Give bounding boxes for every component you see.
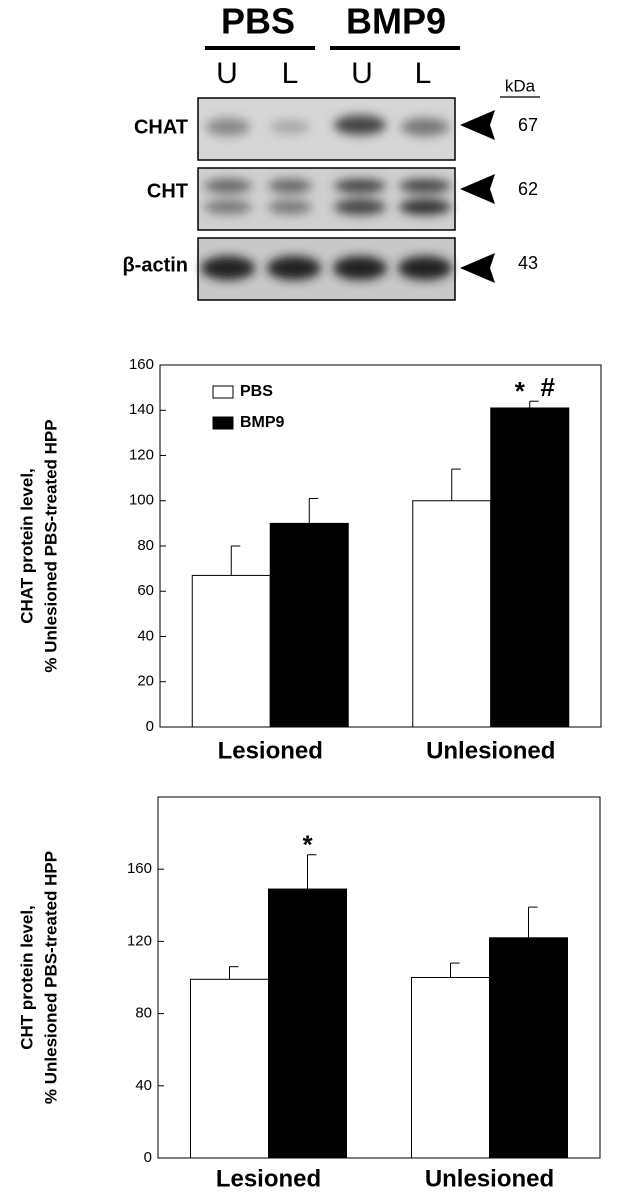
- error-bar: [231, 546, 240, 575]
- bar: [490, 938, 568, 1158]
- y-tick-label: 20: [137, 673, 154, 690]
- y-tick-label: 60: [137, 582, 154, 599]
- y-axis-label: CHAT protein level,: [17, 468, 36, 624]
- y-tick-label: 160: [127, 860, 152, 877]
- legend-label: PBS: [240, 383, 273, 400]
- error-bar: [308, 855, 317, 889]
- y-axis-label: % Unlesioned PBS-treated HPP: [41, 851, 60, 1104]
- y-tick-label: 80: [137, 537, 154, 554]
- arrowhead: [460, 174, 495, 204]
- error-bar: [530, 401, 539, 408]
- row-label: CHAT: [134, 116, 188, 138]
- significance-mark: *: [515, 376, 526, 406]
- kda-label: 67: [518, 115, 538, 135]
- y-tick-label: 40: [135, 1077, 152, 1094]
- x-tick-label: Lesioned: [218, 737, 323, 764]
- legend-swatch: [213, 386, 233, 398]
- y-tick-label: 120: [129, 446, 154, 463]
- y-tick-label: 40: [137, 627, 154, 644]
- y-axis-label: % Unlesioned PBS-treated HPP: [41, 419, 60, 672]
- bar: [270, 523, 348, 727]
- row-label: β-actin: [122, 254, 188, 276]
- lane-label: L: [282, 57, 299, 90]
- significance-mark: #: [541, 372, 556, 402]
- figure: PBS BMP9 U L U LkDa CHAT 67 CHT 62 β-actin 43 0 20 40 6…: [0, 0, 632, 1197]
- x-tick-label: Unlesioned: [426, 737, 555, 764]
- row-label: CHT: [147, 180, 188, 202]
- group-label: PBS: [221, 1, 295, 42]
- bar: [412, 978, 490, 1159]
- y-tick-label: 100: [129, 492, 154, 509]
- bar: [191, 979, 269, 1158]
- bar: [269, 889, 347, 1158]
- x-tick-label: Lesioned: [216, 1165, 321, 1192]
- y-tick-label: 0: [146, 718, 154, 735]
- arrowhead: [460, 110, 495, 140]
- error-bar: [529, 907, 538, 938]
- lane-label: L: [415, 57, 432, 90]
- error-bar: [452, 469, 461, 501]
- y-tick-label: 140: [129, 401, 154, 418]
- bar: [413, 501, 491, 727]
- x-tick-label: Unlesioned: [425, 1165, 554, 1192]
- y-tick-label: 160: [129, 356, 154, 373]
- kda-label: 62: [518, 179, 538, 199]
- legend-label: BMP9: [240, 414, 285, 431]
- bar: [192, 575, 270, 727]
- lane-label: U: [351, 57, 373, 90]
- lane-label: U: [216, 57, 238, 90]
- error-bar: [451, 963, 460, 977]
- bar: [491, 408, 569, 727]
- error-bar: [309, 498, 318, 523]
- y-axis-label: CHT protein level,: [17, 905, 36, 1050]
- legend-swatch: [213, 417, 233, 429]
- group-label: BMP9: [346, 1, 446, 42]
- y-tick-label: 0: [144, 1149, 152, 1166]
- error-bar: [230, 967, 239, 980]
- significance-mark: *: [302, 830, 313, 860]
- y-tick-label: 80: [135, 1005, 152, 1022]
- unit-label: kDa: [505, 76, 536, 95]
- blot-panel: [198, 168, 455, 230]
- y-tick-label: 120: [127, 932, 152, 949]
- kda-label: 43: [518, 253, 538, 273]
- arrowhead: [460, 253, 495, 283]
